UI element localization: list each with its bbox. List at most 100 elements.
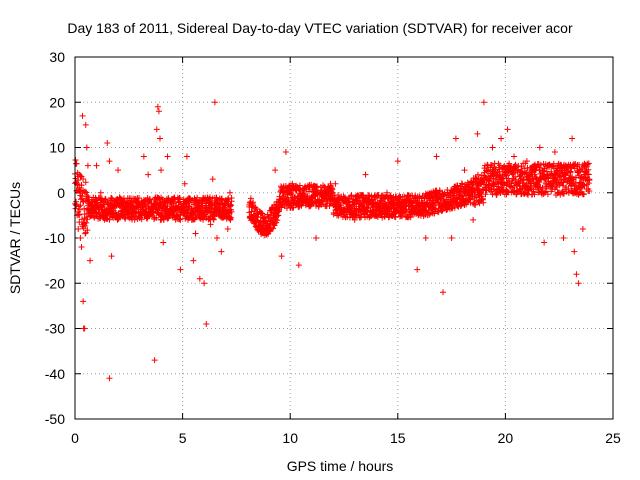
band-point <box>262 217 269 224</box>
data-point <box>470 216 477 223</box>
band-point <box>228 202 235 209</box>
band-point <box>199 202 206 209</box>
band-point <box>226 215 233 222</box>
data-point <box>351 216 358 223</box>
band-point <box>565 186 572 193</box>
data-point <box>405 203 412 210</box>
band-point <box>482 191 489 198</box>
band-point <box>536 179 543 186</box>
data-point <box>226 189 233 196</box>
band-point <box>335 192 342 199</box>
band-point <box>585 160 592 167</box>
data-point <box>439 289 446 296</box>
band-point <box>509 178 516 185</box>
band-point <box>248 208 255 215</box>
data-point <box>573 271 580 278</box>
band-point <box>585 171 592 178</box>
band-point <box>72 205 79 212</box>
y-tick-label: -40 <box>45 366 65 382</box>
x-tick-label: 20 <box>498 430 514 446</box>
data-point <box>571 248 578 255</box>
band-point <box>153 215 160 222</box>
band-point <box>454 182 461 189</box>
band-point <box>560 179 567 186</box>
band-point <box>131 216 138 223</box>
band-point <box>227 201 234 208</box>
band-point <box>200 216 207 223</box>
band-point <box>523 190 530 197</box>
band-point <box>463 201 470 208</box>
band-point <box>83 219 90 226</box>
data-point <box>384 189 391 196</box>
data-point <box>196 275 203 282</box>
band-point <box>268 208 275 215</box>
data-point <box>461 167 468 174</box>
data-point <box>362 171 369 178</box>
y-tick-label: -30 <box>45 321 65 337</box>
data-point <box>153 126 160 133</box>
data-point <box>201 280 208 287</box>
band-point <box>139 206 146 213</box>
data-point <box>566 180 573 187</box>
band-point <box>160 216 167 223</box>
y-tick-labels: -50 -40 -30 -20 -10 0 10 20 30 <box>45 49 65 427</box>
band-point <box>247 195 254 202</box>
band-point <box>269 225 276 232</box>
band-point <box>82 223 89 230</box>
data-point <box>145 171 152 178</box>
band-point <box>581 182 588 189</box>
x-tick-label: 5 <box>179 430 187 446</box>
band-point <box>146 195 153 202</box>
band-point <box>106 216 113 223</box>
data-point <box>108 253 115 260</box>
band-point <box>266 227 273 234</box>
data-point <box>177 266 184 273</box>
band-point <box>580 191 587 198</box>
data-point <box>76 171 83 178</box>
band-point <box>586 177 593 184</box>
band-point <box>78 216 85 223</box>
band-point <box>348 192 355 199</box>
x-tick-label: 15 <box>390 430 406 446</box>
data-point <box>489 144 496 151</box>
data-point <box>218 248 225 255</box>
band-point <box>275 212 282 219</box>
band-point <box>216 201 223 208</box>
band-point <box>479 195 486 202</box>
y-tick-label: 0 <box>57 185 65 201</box>
band-point <box>474 171 481 178</box>
band-point <box>82 179 89 186</box>
y-tick-label: -20 <box>45 275 65 291</box>
data-point <box>164 153 171 160</box>
band-point <box>265 213 272 220</box>
band-point <box>301 191 308 198</box>
band-point <box>210 216 217 223</box>
data-point <box>575 280 582 287</box>
x-tick-label: 10 <box>282 430 298 446</box>
data-point <box>536 144 543 151</box>
band-point <box>78 182 85 189</box>
data-point <box>282 149 289 156</box>
data-point <box>82 121 89 128</box>
band-point <box>580 181 587 188</box>
data-point <box>192 230 199 237</box>
data-point <box>87 257 94 264</box>
data-point <box>224 225 231 232</box>
band-point <box>228 208 235 215</box>
y-tick-label: 10 <box>49 140 65 156</box>
data-point <box>214 235 221 241</box>
band-point <box>90 213 97 220</box>
x-axis-title: GPS time / hours <box>287 458 394 474</box>
band-point <box>314 183 321 190</box>
band-point <box>506 160 513 167</box>
band-point <box>586 188 593 195</box>
band-point <box>584 161 591 168</box>
band-point <box>567 169 574 176</box>
data-point <box>272 167 279 174</box>
data-point <box>106 375 113 382</box>
band-point <box>274 217 281 224</box>
band-point <box>82 230 89 237</box>
band-point <box>372 196 379 203</box>
data-point <box>106 158 113 165</box>
data-point <box>151 357 158 364</box>
